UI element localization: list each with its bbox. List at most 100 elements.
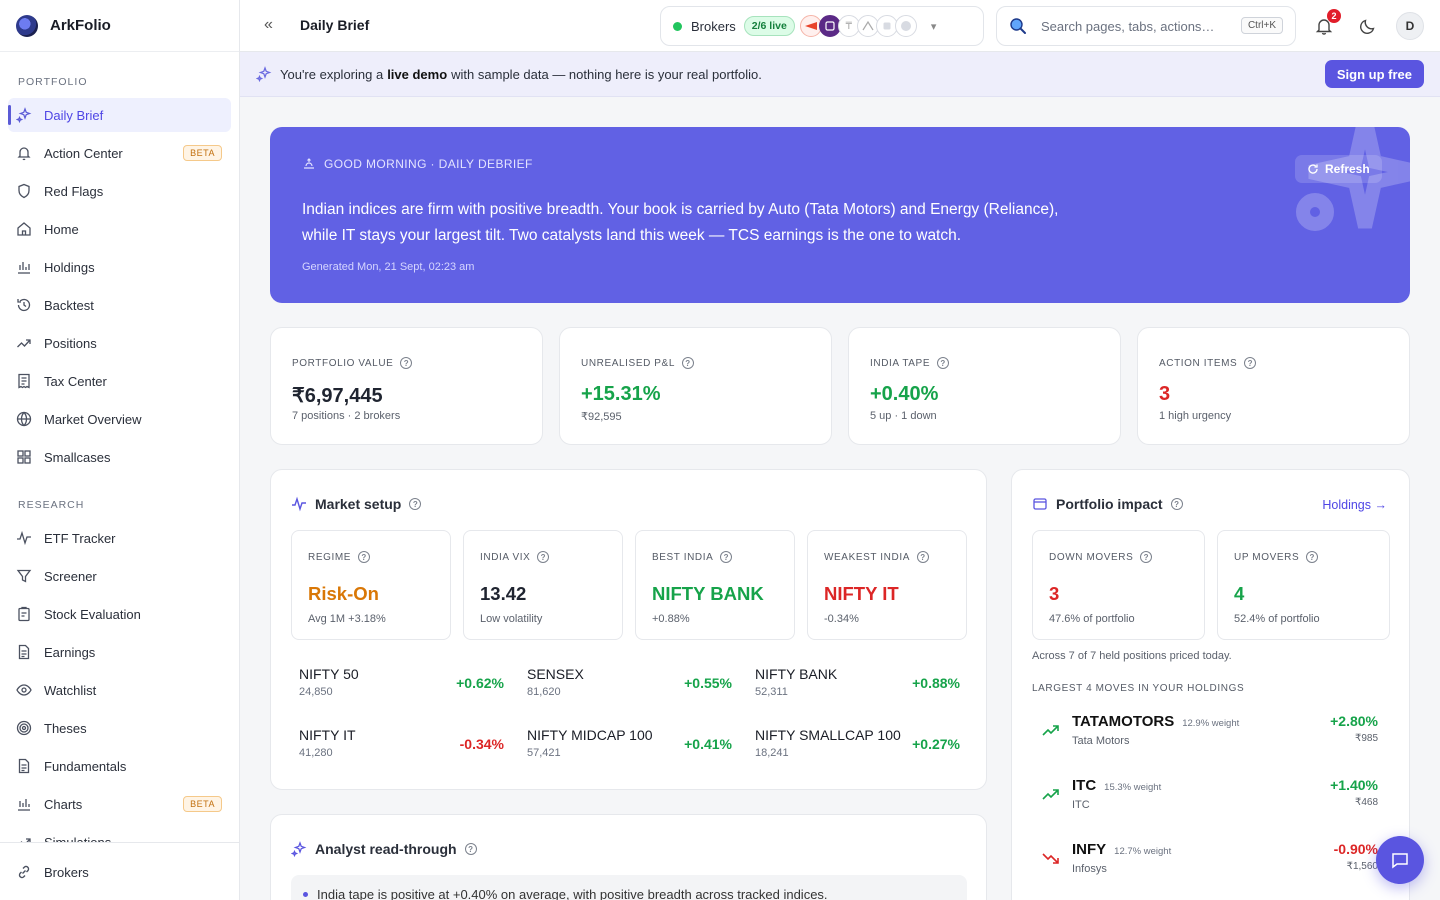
chevron-down-icon[interactable]: ▾ <box>930 20 937 33</box>
setup-tile-regime: REGIME? Risk-On Avg 1M +3.18% <box>291 530 451 640</box>
home-icon <box>16 221 32 237</box>
chat-bubble-icon <box>1392 853 1408 869</box>
target-icon <box>16 720 32 736</box>
sidebar-item-holdings[interactable]: Holdings <box>8 250 231 284</box>
receipt-icon <box>16 373 32 389</box>
setup-tile-india-vix: INDIA VIX? 13.42 Low volatility <box>463 530 623 640</box>
sidebar-item-daily-brief[interactable]: Daily Brief <box>8 98 231 132</box>
index-name: NIFTY BANK <box>755 666 838 682</box>
arrow-right-icon: → <box>1374 498 1388 512</box>
wallet-icon <box>1033 498 1047 510</box>
sparkles-icon <box>291 841 307 857</box>
help-icon[interactable]: ? <box>409 498 422 510</box>
sidebar-item-backtest[interactable]: Backtest <box>8 288 231 322</box>
help-icon[interactable]: ? <box>1140 551 1153 563</box>
sidebar-item-label: Stock Evaluation <box>44 606 141 622</box>
sidebar-item-brokers[interactable]: Brokers <box>8 855 231 889</box>
holding-move-row[interactable]: INFY 12.7% weight Infosys -0.90% ₹1,560 <box>1032 841 1378 885</box>
sign-up-button[interactable]: Sign up free <box>1324 60 1424 88</box>
search-input[interactable]: Search pages, tabs, actions… Ctrl+K <box>996 6 1296 46</box>
help-icon[interactable]: ? <box>937 357 950 369</box>
index-row[interactable]: NIFTY IT 41,280 -0.34% <box>299 727 504 767</box>
kpi-label-text: INDIA TAPE <box>870 357 931 369</box>
help-icon[interactable]: ? <box>400 357 413 369</box>
trend-up-icon <box>1042 725 1059 736</box>
beta-badge: BETA <box>183 796 222 812</box>
grid-icon <box>16 449 32 465</box>
holding-symbol-text: INFY <box>1072 841 1107 858</box>
brokers-status-button[interactable]: Brokers 2/6 live ₸ ▾ <box>660 6 984 46</box>
help-icon[interactable]: ? <box>916 551 929 563</box>
sidebar-item-tax-center[interactable]: Tax Center <box>8 364 231 398</box>
sidebar-item-fundamentals[interactable]: Fundamentals <box>8 749 231 783</box>
analyst-title: Analyst read-through ? <box>291 841 477 857</box>
index-value: 57,421 <box>527 747 561 759</box>
help-icon[interactable]: ? <box>1170 498 1183 510</box>
sidebar-item-etf-tracker[interactable]: ETF Tracker <box>8 521 231 555</box>
holding-move-row[interactable]: TATAMOTORS 12.9% weight Tata Motors +2.80% ₹… <box>1032 713 1378 757</box>
index-row[interactable]: NIFTY 50 24,850 +0.62% <box>299 666 504 706</box>
help-icon[interactable]: ? <box>464 843 477 855</box>
holding-move-row[interactable]: ITC 15.3% weight ITC +1.40% ₹468 <box>1032 777 1378 821</box>
sidebar-item-theses[interactable]: Theses <box>8 711 231 745</box>
refresh-icon <box>1308 164 1318 174</box>
broker-groww-icon <box>894 15 917 37</box>
nav-section-portfolio: PORTFOLIO <box>18 76 88 88</box>
index-row[interactable]: NIFTY SMALLCAP 100 18,241 +0.27% <box>755 727 960 767</box>
help-icon[interactable]: ? <box>358 551 371 563</box>
index-row[interactable]: NIFTY MIDCAP 100 57,421 +0.41% <box>527 727 732 767</box>
decorative-sparkle-icon <box>1296 127 1410 231</box>
sidebar-item-watchlist[interactable]: Watchlist <box>8 673 231 707</box>
sidebar-item-charts[interactable]: Charts BETA <box>8 787 231 821</box>
holding-name: Infosys <box>1072 863 1107 875</box>
sidebar-item-earnings[interactable]: Earnings <box>8 635 231 669</box>
theme-toggle-moon-icon[interactable] <box>1358 16 1378 36</box>
tile-value: 3 <box>1049 583 1060 604</box>
index-change: -0.34% <box>459 736 504 752</box>
demo-banner: You're exploring a live demo with sample… <box>240 52 1440 97</box>
beta-badge: BETA <box>183 145 222 161</box>
kpi-value: +15.31% <box>581 383 661 405</box>
tile-subtext: -0.34% <box>824 613 859 625</box>
demo-banner-bold: live demo <box>387 66 448 82</box>
sidebar-item-market-overview[interactable]: Market Overview <box>8 402 231 436</box>
filter-icon <box>16 568 32 584</box>
card-title-text: Market setup <box>315 496 402 512</box>
tile-subtext: +0.88% <box>652 613 690 625</box>
tile-label-text: BEST INDIA <box>652 551 714 563</box>
sidebar-item-positions[interactable]: Positions <box>8 326 231 360</box>
help-icon[interactable]: ? <box>537 551 550 563</box>
user-avatar[interactable]: D <box>1396 12 1424 40</box>
notifications-bell-icon[interactable] <box>1314 16 1334 36</box>
index-change: +0.88% <box>912 675 960 691</box>
index-row[interactable]: SENSEX 81,620 +0.55% <box>527 666 732 706</box>
brand[interactable]: ArkFolio <box>0 0 239 52</box>
impact-note: Across 7 of 7 held positions priced toda… <box>1032 650 1232 662</box>
sidebar-item-screener[interactable]: Screener <box>8 559 231 593</box>
sparkles-icon <box>256 66 272 82</box>
tile-label: INDIA VIX? <box>480 551 550 563</box>
help-icon[interactable]: ? <box>682 357 694 369</box>
help-icon[interactable]: ? <box>1244 357 1257 369</box>
search-shortcut-hint: Ctrl+K <box>1240 17 1283 34</box>
clipboard-icon <box>16 606 32 622</box>
holding-weight: 12.7% weight <box>1114 846 1172 857</box>
sidebar-item-smallcases[interactable]: Smallcases <box>8 440 231 474</box>
index-row[interactable]: NIFTY BANK 52,311 +0.88% <box>755 666 960 706</box>
trend-up-icon <box>1042 789 1059 800</box>
help-icon[interactable]: ? <box>720 551 733 563</box>
card-title-text: Analyst read-through <box>315 841 457 857</box>
sidebar-item-label: Theses <box>44 720 87 736</box>
daily-debrief-hero: GOOD MORNING · DAILY DEBRIEF Indian indi… <box>270 127 1410 303</box>
help-icon[interactable]: ? <box>1306 551 1319 563</box>
kpi-subtext: 5 up · 1 down <box>870 410 937 422</box>
sidebar-item-stock-evaluation[interactable]: Stock Evaluation <box>8 597 231 631</box>
collapse-sidebar-icon[interactable]: « <box>264 16 273 33</box>
sidebar-item-label: Holdings <box>44 259 95 275</box>
sidebar-item-action-center[interactable]: Action Center BETA <box>8 136 231 170</box>
sidebar-item-home[interactable]: Home <box>8 212 231 246</box>
refresh-button[interactable]: Refresh <box>1295 155 1382 183</box>
holdings-link[interactable]: Holdings → <box>1322 498 1387 512</box>
sidebar-item-red-flags[interactable]: Red Flags <box>8 174 231 208</box>
chat-button[interactable] <box>1376 836 1424 884</box>
